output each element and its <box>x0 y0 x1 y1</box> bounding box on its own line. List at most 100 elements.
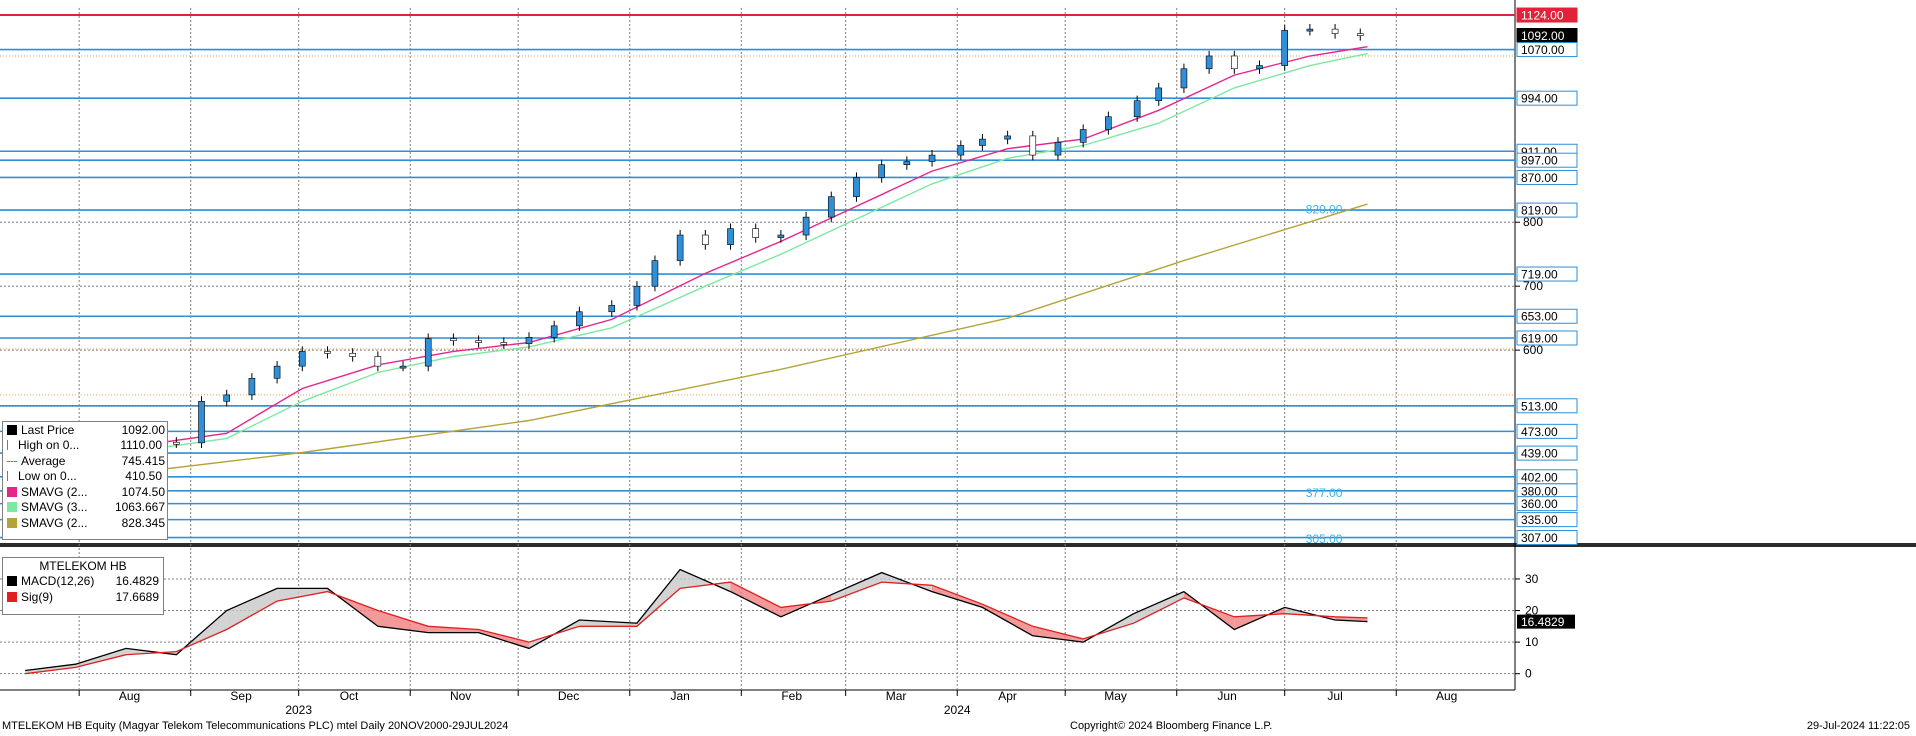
level-tag <box>1516 266 1578 282</box>
average-marker-icon <box>7 461 17 463</box>
legend-swatch <box>7 424 17 435</box>
level-tag <box>1516 152 1578 168</box>
x-tick-label: May <box>1104 689 1127 703</box>
legend-name: MACD(12,26) <box>21 574 95 589</box>
legend-name: SMAVG (3... <box>21 500 88 515</box>
macd-legend-title: MTELEKOM HB <box>39 558 127 573</box>
candle-body <box>1029 135 1037 156</box>
level-tag-label: 1070.00 <box>1521 43 1565 57</box>
level-tag-label: 870.00 <box>1521 171 1558 185</box>
candle-body <box>550 325 558 338</box>
level-tag-label: 1092.00 <box>1521 29 1565 43</box>
legend-swatch <box>7 486 17 497</box>
high-marker-icon <box>7 440 14 451</box>
level-tag-label: 513.00 <box>1521 399 1558 413</box>
level-tag-label: 1124.00 <box>1521 9 1564 23</box>
footer-security-description: MTELEKOM HB Equity (Magyar Telekom Telec… <box>2 720 509 732</box>
macd-series-line <box>25 568 1368 672</box>
legend-name: Low on 0... <box>18 469 77 484</box>
candle-body <box>349 353 356 357</box>
candle-body <box>827 196 835 218</box>
x-tick-label: Oct <box>340 689 359 703</box>
footer-copyright: Copyright© 2024 Bloomberg Finance L.P. <box>1070 720 1273 732</box>
candle-body <box>928 154 936 162</box>
macd-value-tag <box>1517 614 1575 629</box>
candle-body <box>1256 65 1263 70</box>
macd-fill <box>831 572 882 602</box>
macd-fill <box>1032 626 1084 643</box>
level-tag-label: 819.00 <box>1521 204 1558 218</box>
moving-average-line <box>25 46 1368 460</box>
legend-value: 745.415 <box>121 453 165 468</box>
macd-fill <box>75 648 126 668</box>
candle-body <box>651 260 659 287</box>
price-legend: Last Price 1092.00 High on 0... 1110.00 Av… <box>2 421 168 540</box>
macd-y-tick-label: 30 <box>1525 572 1539 586</box>
candle-body <box>525 337 533 345</box>
macd-fill <box>478 629 529 649</box>
candle-body <box>777 234 785 238</box>
candle-body <box>1356 33 1364 36</box>
candle-body <box>802 216 810 236</box>
legend-value: 1110.00 <box>120 438 162 453</box>
macd-fill <box>1133 591 1184 624</box>
candle-body <box>1331 28 1339 34</box>
candle-body <box>1105 116 1112 130</box>
level-tag-label: 439.00 <box>1521 447 1558 461</box>
level-tag <box>1516 423 1578 439</box>
candle-body <box>1205 55 1213 70</box>
macd-value-tag-label: 16.4829 <box>1521 615 1565 629</box>
candle-body <box>608 305 616 313</box>
candle-body <box>727 228 734 245</box>
legend-name: SMAVG (2... <box>21 515 88 530</box>
candle-body <box>248 377 256 396</box>
x-tick-label: Nov <box>450 689 471 703</box>
level-tag <box>1516 445 1578 461</box>
level-tag-label: 619.00 <box>1521 331 1558 345</box>
candle-body <box>273 365 281 379</box>
candle-body <box>399 365 407 369</box>
candle-body <box>1281 30 1288 66</box>
candle-body <box>676 234 684 261</box>
legend-name: Sig(9) <box>21 589 54 604</box>
level-tag-label: 719.00 <box>1521 268 1558 282</box>
legend-value: 1063.667 <box>114 500 165 515</box>
level-tag <box>1516 42 1578 58</box>
macd-fill <box>730 582 781 617</box>
legend-name: SMAVG (2... <box>21 484 88 499</box>
footer-timestamp: 29-Jul-2024 11:22:05 <box>1806 720 1910 732</box>
level-tag <box>1516 169 1578 185</box>
price-y-tick-label: 700 <box>1523 279 1543 293</box>
macd-fill <box>277 588 328 602</box>
candle-body <box>979 138 986 146</box>
candle-body <box>957 145 965 156</box>
legend-value: 16.4829 <box>115 574 159 589</box>
level-tag-label: 402.00 <box>1521 470 1558 484</box>
candle-body <box>374 356 382 367</box>
panel-divider <box>0 543 1916 547</box>
macd-series-line <box>25 581 1368 675</box>
macd-fill <box>428 626 479 633</box>
level-tag-label: 897.00 <box>1521 154 1558 168</box>
candle-body <box>1180 68 1188 89</box>
x-tick-label: Mar <box>886 689 907 703</box>
candle-body <box>173 441 180 445</box>
low-marker-icon <box>7 471 14 482</box>
macd-y-tick-label: 20 <box>1525 604 1539 618</box>
moving-average-line <box>25 52 1368 466</box>
legend-swatch <box>7 517 17 528</box>
year-label: 2024 <box>944 703 971 717</box>
candle-body <box>752 228 760 238</box>
level-annotation: 820.00 <box>1306 202 1343 216</box>
level-tag <box>1516 330 1578 346</box>
level-tag-label: 653.00 <box>1521 310 1558 324</box>
candle-body <box>878 164 885 178</box>
x-tick-label: Jun <box>1217 689 1236 703</box>
candle-body <box>1133 100 1141 118</box>
macd-fill <box>932 585 983 608</box>
legend-value: 1074.50 <box>121 484 165 499</box>
candle-body <box>500 342 508 345</box>
candle-body <box>1155 87 1163 102</box>
candle-body <box>298 351 306 367</box>
